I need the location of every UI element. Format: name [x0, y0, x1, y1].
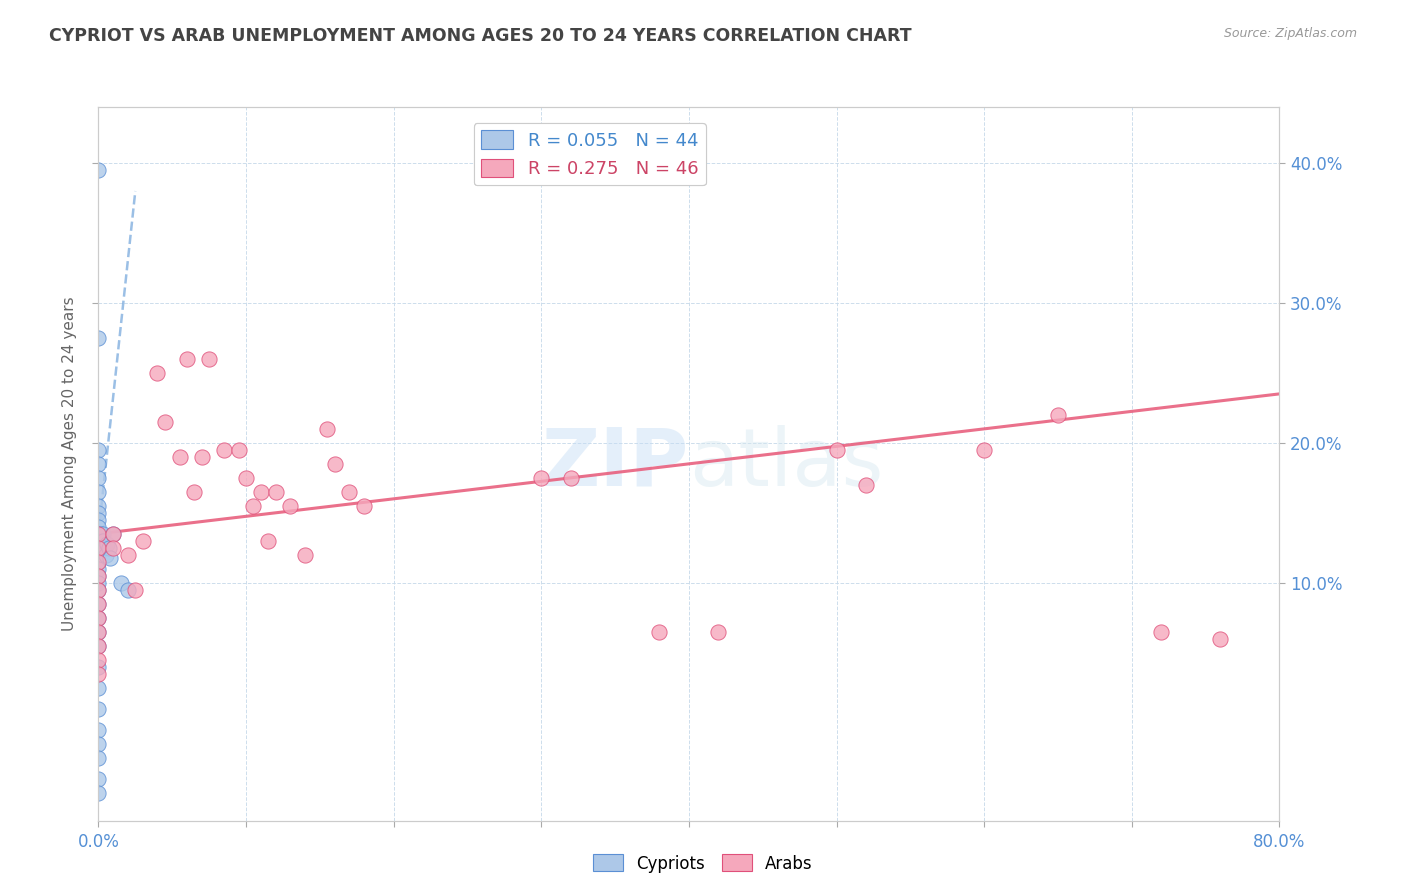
Point: [153, 415, 176, 429]
Point: [228, 442, 250, 457]
Point: [91, 533, 114, 548]
Point: [87, 681, 110, 695]
Point: [146, 366, 169, 380]
Point: [87, 331, 110, 345]
Point: [323, 457, 346, 471]
Point: [87, 659, 110, 673]
Point: [648, 624, 671, 639]
Point: [94, 548, 117, 562]
Point: [87, 786, 110, 800]
Point: [1209, 632, 1232, 646]
Point: [103, 526, 125, 541]
Point: [87, 624, 110, 639]
Point: [87, 541, 110, 555]
Point: [191, 450, 214, 464]
Point: [87, 513, 110, 527]
Point: [1046, 408, 1069, 422]
Point: [103, 526, 125, 541]
Point: [87, 457, 110, 471]
Point: [98, 550, 121, 565]
Legend: R = 0.055   N = 44, R = 0.275   N = 46: R = 0.055 N = 44, R = 0.275 N = 46: [474, 123, 706, 186]
Point: [103, 541, 125, 555]
Point: [87, 624, 110, 639]
Point: [87, 548, 110, 562]
Point: [87, 526, 110, 541]
Point: [257, 533, 280, 548]
Point: [87, 526, 110, 541]
Point: [87, 562, 110, 576]
Point: [339, 484, 360, 499]
Point: [530, 471, 553, 485]
Point: [278, 499, 302, 513]
Point: [87, 575, 110, 590]
Point: [87, 541, 110, 555]
Point: [87, 568, 110, 582]
Point: [825, 442, 848, 457]
Point: [176, 351, 198, 366]
Point: [132, 533, 155, 548]
Legend: Cypriots, Arabs: Cypriots, Arabs: [586, 847, 820, 880]
Point: [87, 723, 110, 737]
Point: [87, 737, 110, 751]
Point: [87, 533, 110, 548]
Point: [294, 548, 316, 562]
Point: [117, 548, 139, 562]
Point: [855, 478, 877, 492]
Point: [87, 666, 110, 681]
Point: [560, 471, 582, 485]
Point: [316, 422, 339, 436]
Text: atlas: atlas: [689, 425, 883, 503]
Text: ZIP: ZIP: [541, 425, 689, 503]
Point: [97, 541, 120, 555]
Point: [87, 702, 110, 716]
Point: [707, 624, 730, 639]
Point: [87, 597, 110, 611]
Point: [87, 163, 110, 178]
Point: [87, 506, 110, 520]
Point: [87, 499, 110, 513]
Point: [212, 442, 235, 457]
Point: [96, 536, 118, 550]
Point: [87, 471, 110, 485]
Y-axis label: Unemployment Among Ages 20 to 24 years: Unemployment Among Ages 20 to 24 years: [62, 296, 77, 632]
Point: [87, 639, 110, 653]
Point: [87, 611, 110, 625]
Point: [87, 442, 110, 457]
Point: [87, 582, 110, 597]
Point: [264, 484, 287, 499]
Point: [87, 520, 110, 534]
Point: [973, 442, 995, 457]
Point: [91, 526, 114, 541]
Point: [87, 611, 110, 625]
Point: [235, 471, 257, 485]
Point: [110, 575, 132, 590]
Point: [90, 533, 112, 548]
Point: [353, 499, 375, 513]
Point: [87, 653, 110, 667]
Point: [87, 597, 110, 611]
Point: [87, 750, 110, 764]
Point: [87, 555, 110, 569]
Point: [242, 499, 264, 513]
Point: [87, 582, 110, 597]
Point: [117, 582, 139, 597]
Text: CYPRIOT VS ARAB UNEMPLOYMENT AMONG AGES 20 TO 24 YEARS CORRELATION CHART: CYPRIOT VS ARAB UNEMPLOYMENT AMONG AGES …: [49, 27, 912, 45]
Point: [87, 555, 110, 569]
Point: [90, 526, 112, 541]
Point: [87, 568, 110, 582]
Point: [169, 450, 191, 464]
Point: [198, 351, 221, 366]
Point: [87, 772, 110, 786]
Point: [90, 541, 112, 555]
Point: [93, 541, 115, 555]
Text: Source: ZipAtlas.com: Source: ZipAtlas.com: [1223, 27, 1357, 40]
Point: [183, 484, 205, 499]
Point: [1150, 624, 1173, 639]
Point: [124, 582, 146, 597]
Point: [87, 484, 110, 499]
Point: [250, 484, 273, 499]
Point: [87, 639, 110, 653]
